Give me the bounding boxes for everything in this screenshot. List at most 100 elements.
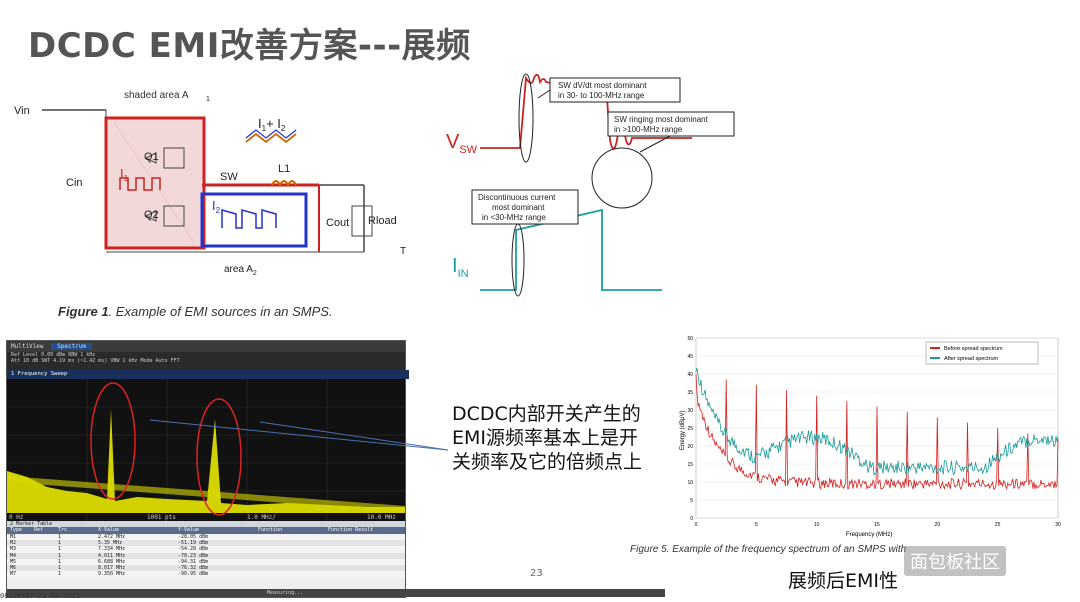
sa-x-div: 1.0 MHz/ — [247, 514, 276, 521]
box2-line1: SW ringing most dominant — [614, 115, 709, 124]
box1-line1: SW dV/dt most dominant — [558, 81, 647, 90]
fig5-legend — [925, 341, 1039, 365]
table-cell: M1 — [10, 534, 17, 540]
y-tick-label: 45 — [687, 354, 693, 360]
y-tick-label: 25 — [687, 426, 693, 432]
table-cell: 1 — [58, 558, 62, 565]
q1-label: Q1 — [144, 151, 159, 163]
box3-line2: most dominant — [492, 203, 545, 212]
x-tick-label: 15 — [874, 522, 880, 528]
sa-table-header: Type Ref Trc X-Value Y-Value Function Function… — [7, 527, 405, 534]
sa-table-rows: M1 1 2.472 MHz -28.05 dBm M2 1 5.35 MHz -51.19 … — [7, 534, 405, 578]
x-tick-label: 30 — [1055, 522, 1061, 528]
table-cell: 1 — [58, 546, 62, 553]
sa-info-line2: Att 10 dB SWT 4.19 ms (~1.42 ms) VBW 1 k… — [11, 358, 180, 364]
th-function: Function — [258, 527, 283, 533]
y-tick-label: 30 — [687, 408, 693, 414]
note-arrows — [150, 419, 449, 451]
table-cell: -28.05 dBm — [178, 534, 209, 540]
note-text: DCDC内部开关产生的EMI源频率基本上是开关频率及它的倍频点上 — [452, 403, 643, 473]
shaded-area-label: shaded area A — [124, 90, 189, 101]
shaded-area-sub: 1 — [206, 96, 210, 103]
timestamp: 08:29:37 21.04.2021 — [0, 592, 81, 600]
figure1-circuit: Vin shaded area A 1 I1+ I2 Q1 Q2 Cin I1 … — [14, 90, 406, 277]
sa-tabbar: MultiView Spectrum — [7, 341, 405, 352]
table-cell: 1 — [58, 552, 62, 559]
th-trc: Trc — [58, 527, 68, 533]
sa-x-start: 0 Hz — [9, 514, 24, 521]
th-type: Type — [10, 527, 23, 533]
sa-info-line1: Ref Level 0.00 dBm RBW 1 kHz — [11, 352, 96, 358]
table-cell: 1 — [58, 564, 62, 571]
table-row: M4 1 4.011 MHz -70.23 dBm — [7, 552, 405, 559]
series-after — [695, 367, 1059, 476]
table-row: M6 1 8.017 MHz -76.32 dBm — [7, 564, 405, 572]
table-row: M7 1 9.350 MHz -90.95 dBm — [7, 571, 405, 578]
table-cell: M2 — [10, 540, 17, 547]
watermark-logo: 面包板社区 — [904, 546, 1006, 576]
table-cell: -70.23 dBm — [178, 552, 209, 559]
y-tick-label: 5 — [690, 498, 693, 504]
cin-label: Cin — [66, 177, 83, 189]
figure5-chart: 0 5 10 15 20 25 30 35 40 45 50 0 5 10 15 20 25 30 Before … — [680, 336, 1061, 538]
tab-spectrum: Spectrum — [51, 343, 93, 350]
table-cell: M6 — [10, 564, 17, 571]
x-tick-label: 20 — [935, 522, 941, 528]
table-cell: 5.35 MHz — [98, 540, 123, 547]
table-cell: 4.011 MHz — [98, 552, 126, 559]
table-row: M2 1 5.35 MHz -51.19 dBm — [7, 540, 405, 547]
figure1-caption: Figure 1. Example of EMI sources in an S… — [58, 304, 333, 319]
table-cell: 2.472 MHz — [98, 534, 126, 540]
table-cell: M7 — [10, 571, 17, 578]
x-tick-label: 0 — [695, 522, 698, 528]
sa-marker-table: 2 Marker Table Type Ref Trc X-Value Y-Value F… — [7, 521, 405, 589]
figure5-caption: Figure 5. Example of the frequency spect… — [630, 544, 907, 555]
box3-line3: in <30-MHz range — [482, 213, 546, 222]
note2-text: 展频后EMI性 — [788, 570, 899, 592]
table-row: M5 1 6.688 MHz -94.31 dBm — [7, 558, 405, 565]
sa-status: Measuring... — [7, 589, 665, 597]
table-cell: -76.32 dBm — [178, 564, 209, 571]
page-number: 23 — [530, 568, 543, 579]
y-tick-label: 0 — [690, 516, 693, 522]
y-tick-label: 50 — [687, 336, 693, 342]
slide-title: DCDC EMI改善方案---展频 — [28, 26, 471, 66]
l1-label: L1 — [278, 163, 290, 175]
vsw-label: VSW — [446, 131, 478, 156]
vin-label: Vin — [14, 105, 30, 117]
table-cell: -90.95 dBm — [178, 571, 209, 578]
table-cell: -94.31 dBm — [178, 558, 209, 565]
sa-table-title: 2 Marker Table — [7, 521, 405, 527]
table-cell: 9.350 MHz — [98, 571, 126, 578]
th-yvalue: Y-Value — [178, 527, 200, 533]
x-tick-label: 5 — [755, 522, 758, 528]
sw-label: SW — [220, 171, 238, 183]
box2-line2: in >100-MHz range — [614, 125, 683, 134]
table-cell: -51.19 dBm — [178, 540, 209, 547]
i1i2-label: I1+ I2 — [258, 116, 286, 133]
table-cell: M4 — [10, 552, 17, 559]
table-cell: 1 — [58, 534, 62, 540]
x-tick-label: 10 — [814, 522, 820, 528]
legend-before: Before spread spectrum — [944, 346, 1003, 352]
legend-after: After spread spectrum — [944, 356, 999, 362]
sa-sweep-label: 1 Frequency Sweep — [7, 370, 409, 379]
t-label: T — [400, 246, 406, 257]
y-tick-label: 40 — [687, 372, 693, 378]
table-cell: M5 — [10, 558, 17, 565]
box3-line1: Discontinuous current — [478, 193, 556, 202]
th-ref: Ref — [34, 527, 44, 533]
sa-x-mid: 1001 pts — [147, 514, 176, 521]
table-cell: -54.28 dBm — [178, 546, 209, 553]
tab-multiview: MultiView — [11, 343, 44, 350]
spectrum-analyzer: MultiView Spectrum Ref Level 0.00 dBm RB… — [6, 340, 665, 598]
q2-label: Q2 — [144, 209, 159, 221]
y-tick-label: 10 — [687, 480, 693, 486]
table-cell: 7.334 MHz — [98, 546, 126, 553]
i2-label: I2 — [212, 198, 221, 215]
i1-label: I1 — [120, 166, 129, 183]
rload-label: Rload — [368, 215, 397, 227]
sa-x-end: 10.0 MHz — [367, 514, 396, 521]
th-xvalue: X-Value — [98, 527, 120, 533]
fig5-ylabel: Energy (dBμV) — [680, 411, 686, 450]
